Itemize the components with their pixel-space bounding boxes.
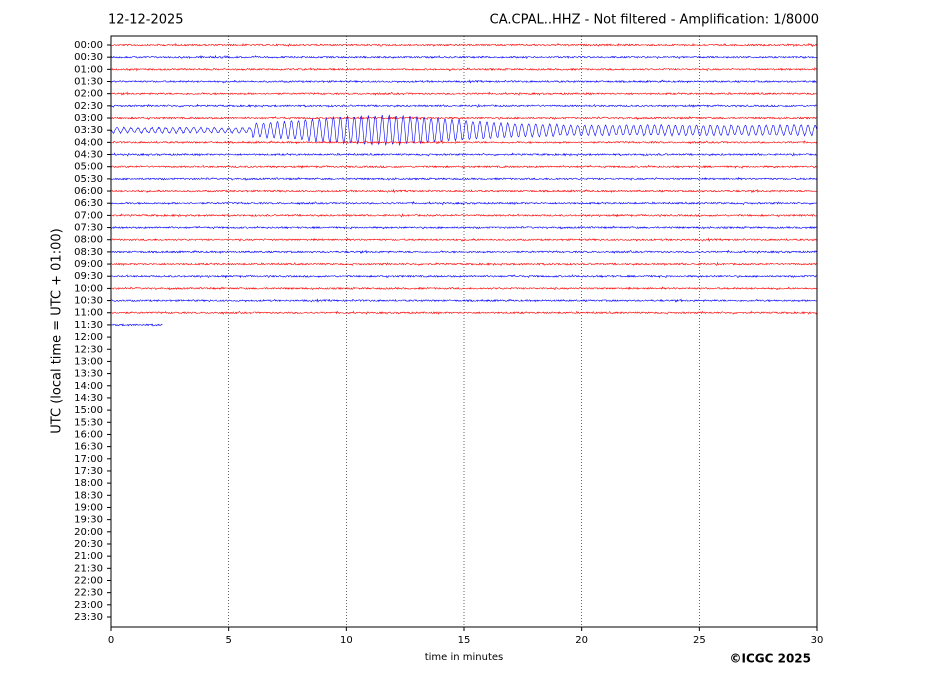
y-tick-label: 01:30 [74,77,103,88]
y-tick-label: 13:00 [74,356,103,367]
y-tick-label: 17:00 [74,454,103,465]
trace [110,249,817,255]
y-tick-label: 14:30 [74,393,103,404]
y-tick-label: 04:30 [74,150,103,161]
y-tick-label: 10:00 [74,283,103,294]
trace [110,176,817,181]
x-tick-label: 25 [693,635,706,646]
plot-frame [110,35,818,628]
y-tick-label: 02:30 [74,101,103,112]
y-tick-label: 07:00 [74,210,103,221]
trace [110,115,817,121]
trace [110,213,817,218]
y-tick-label: 11:00 [74,308,103,319]
trace [110,225,817,230]
y-tick-label: 21:30 [74,563,103,574]
x-tick-label: 15 [458,635,471,646]
y-tick-label: 20:00 [74,527,103,538]
y-tick-label: 13:30 [74,369,103,380]
y-tick-label: 22:00 [74,575,103,586]
trace [110,54,817,60]
trace [110,140,817,145]
y-tick-label: 11:30 [74,320,103,331]
trace [110,310,817,315]
y-tick-label: 09:30 [74,271,103,282]
y-tick-label: 15:30 [74,417,103,428]
y-tick-label: 23:00 [74,600,103,611]
trace [110,188,817,194]
y-tick-label: 12:30 [74,344,103,355]
y-tick-label: 17:30 [74,466,103,477]
trace [110,103,817,109]
trace [110,91,817,96]
chart-title: CA.CPAL..HHZ - Not filtered - Amplificat… [490,13,819,28]
trace [110,261,817,267]
y-tick-label: 16:30 [74,442,103,453]
trace [110,152,817,157]
y-tick-label: 03:00 [74,113,103,124]
y-tick-label: 19:00 [74,502,103,513]
y-tick-label: 05:00 [74,162,103,173]
y-tick-label: 09:00 [74,259,103,270]
y-tick-label: 16:00 [74,429,103,440]
y-tick-label: 18:30 [74,490,103,501]
x-tick-label: 30 [811,635,824,646]
trace [110,79,817,84]
y-tick-label: 06:30 [74,198,103,209]
x-tick-label: 20 [575,635,588,646]
y-tick-label: 15:00 [74,405,103,416]
y-tick-label: 01:00 [74,64,103,75]
x-tick-label: 0 [108,635,114,646]
y-tick-label: 20:30 [74,539,103,550]
y-tick-label: 12:00 [74,332,103,343]
y-tick-label: 08:00 [74,235,103,246]
y-tick-label: 05:30 [74,174,103,185]
y-tick-label: 07:30 [74,223,103,234]
y-tick-label: 19:30 [74,515,103,526]
y-tick-label: 08:30 [74,247,103,258]
x-tick-label: 10 [340,635,353,646]
trace [110,274,817,279]
trace [110,42,817,48]
y-axis-label: UTC (local time = UTC + 01:00) [50,228,65,433]
trace [110,237,817,242]
x-axis-label: time in minutes [425,652,504,663]
y-tick-label: 06:00 [74,186,103,197]
trace [110,114,817,147]
y-tick-label: 23:30 [74,612,103,623]
y-tick-label: 21:00 [74,551,103,562]
trace [110,323,163,327]
trace [111,164,817,169]
trace [110,298,817,303]
date-title: 12-12-2025 [108,13,184,28]
y-tick-label: 22:30 [74,588,103,599]
y-tick-label: 00:30 [74,52,103,63]
y-tick-label: 03:30 [74,125,103,136]
y-tick-label: 14:00 [74,381,103,392]
trace [110,286,817,291]
y-tick-label: 10:30 [74,296,103,307]
credit: ©ICGC 2025 [729,652,811,666]
y-tick-label: 00:00 [74,40,103,51]
trace [110,201,817,206]
y-tick-label: 04:00 [74,137,103,148]
trace [110,67,817,72]
y-tick-label: 18:00 [74,478,103,489]
x-tick-label: 5 [225,635,231,646]
y-tick-label: 02:00 [74,89,103,100]
